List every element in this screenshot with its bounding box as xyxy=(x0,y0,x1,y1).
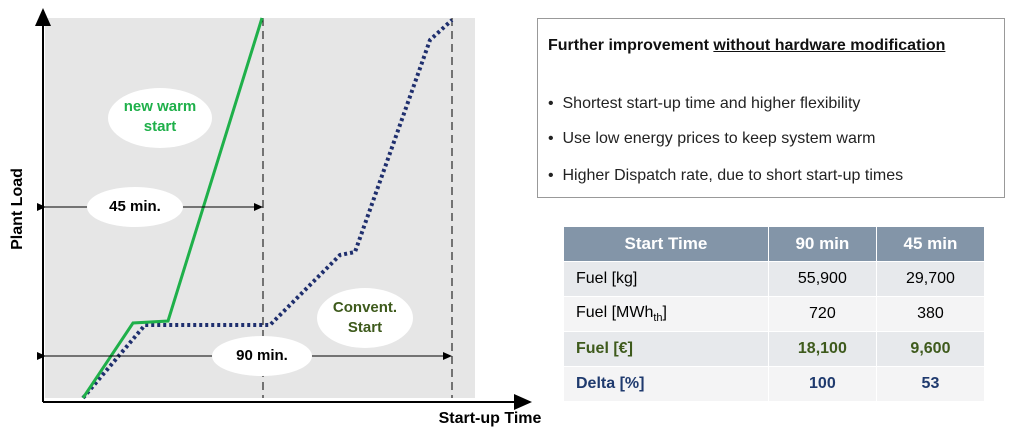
label-suffix: ] xyxy=(662,303,667,321)
ellipse xyxy=(317,288,413,348)
ellipse xyxy=(87,187,183,227)
cell: 9,600 xyxy=(875,331,986,367)
axis-label: Plant Load xyxy=(9,168,26,250)
row-label: Fuel [kg] xyxy=(563,261,769,297)
info-box: Further improvement without hardware mod… xyxy=(537,18,1005,198)
label-text: Fuel [kg] xyxy=(576,270,638,287)
ellipse xyxy=(108,88,212,148)
header-cell: 45 min xyxy=(875,226,986,262)
cell: 380 xyxy=(875,296,986,332)
cell: 100 xyxy=(767,366,877,402)
bullet-text: Higher Dispatch rate, due to short start… xyxy=(562,167,904,184)
row: Fuel [kg] 55,900 29,700 xyxy=(563,261,986,297)
bullet-text: Shortest start-up time and higher flexib… xyxy=(562,95,861,112)
title-text: Further improvement xyxy=(548,37,709,54)
row: Delta [%] 100 53 xyxy=(563,366,986,402)
label-sub: th xyxy=(653,312,663,325)
header-cell: Start Time xyxy=(563,226,769,262)
header-cell: 90 min xyxy=(767,226,877,262)
warm-start-curve xyxy=(81,17,264,399)
label: new warm start xyxy=(123,98,197,135)
bullet: • Higher Dispatch rate, due to short sta… xyxy=(548,167,904,184)
row: Fuel [MWhth] 720 380 xyxy=(563,296,986,332)
label: Convent. Start xyxy=(332,299,398,336)
bullet: • Shortest start-up time and higher flex… xyxy=(548,95,861,112)
label: 90 min. xyxy=(236,347,288,364)
cell: 55,900 xyxy=(767,261,877,297)
bullet: • Use low energy prices to keep system w… xyxy=(548,130,876,147)
title-underlined: without hardware modification xyxy=(713,37,946,54)
label-text: Delta [%] xyxy=(576,375,645,392)
label-text: Fuel [€] xyxy=(576,340,633,357)
ellipse xyxy=(212,336,312,376)
label: 45 min. xyxy=(109,198,161,215)
row-label: Fuel [MWhth] xyxy=(563,296,769,332)
diagram xyxy=(35,8,532,410)
cell: 18,100 xyxy=(767,331,877,367)
table: Start Time 90 min 45 min Fuel [kg] 55,900 29,… xyxy=(563,226,986,402)
bullet-text: Use low energy prices to keep system war… xyxy=(562,130,876,147)
cell: 53 xyxy=(875,366,986,402)
row: Fuel [€] 18,100 9,600 xyxy=(563,331,986,367)
conventional-curve xyxy=(81,18,454,400)
axis-label: Start-up Time xyxy=(438,410,542,427)
row-label: Fuel [€] xyxy=(563,331,769,367)
header-row: Start Time 90 min 45 min xyxy=(563,226,986,262)
box-title: Further improvement without hardware mod… xyxy=(548,35,968,56)
label-text: Fuel [MWh xyxy=(576,303,654,321)
cell: 29,700 xyxy=(875,261,986,297)
row-label: Delta [%] xyxy=(563,366,769,402)
cell: 720 xyxy=(767,296,877,332)
